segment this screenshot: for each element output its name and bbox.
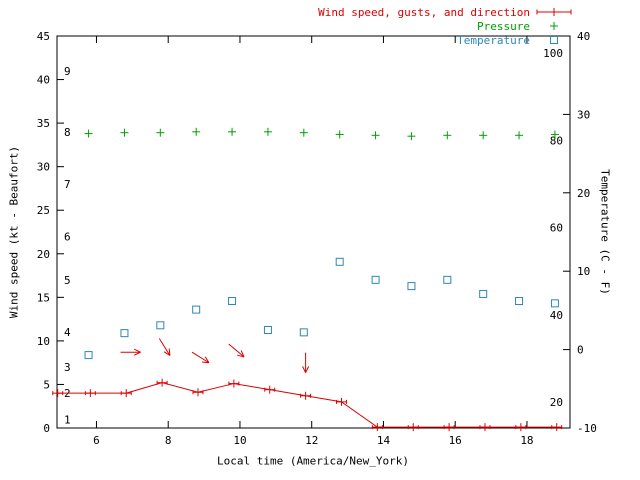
svg-text:6: 6 [64,230,71,243]
legend-item-temperature: Temperature [0,33,572,47]
pressure-plus-sample-icon [550,22,558,30]
legend-item-wind: Wind speed, gusts, and direction [0,5,572,19]
legend-item-pressure: Pressure [0,19,572,33]
legend-label-pressure: Pressure [477,19,530,33]
svg-text:8: 8 [165,434,172,447]
svg-text:25: 25 [37,204,50,217]
legend: Wind speed, gusts, and direction Pressur… [0,5,572,47]
wind-errorbar-sample-icon [536,8,572,16]
svg-text:8: 8 [64,126,71,139]
svg-text:5: 5 [43,378,50,391]
svg-text:20: 20 [577,187,590,200]
svg-text:7: 7 [64,178,71,191]
svg-text:0: 0 [43,422,50,435]
svg-text:100: 100 [543,47,563,60]
svg-text:40: 40 [37,74,50,87]
svg-text:0: 0 [577,344,584,357]
svg-text:4: 4 [64,326,71,339]
svg-text:30: 30 [37,161,50,174]
svg-text:15: 15 [37,291,50,304]
svg-text:1: 1 [64,413,71,426]
legend-label-wind: Wind speed, gusts, and direction [318,5,530,19]
svg-text:35: 35 [37,117,50,130]
svg-text:10: 10 [233,434,246,447]
svg-text:5: 5 [64,274,71,287]
svg-text:6: 6 [93,434,100,447]
svg-text:9: 9 [64,65,71,78]
svg-text:3: 3 [64,361,71,374]
svg-text:60: 60 [550,221,563,234]
svg-text:40: 40 [550,309,563,322]
svg-text:10: 10 [37,335,50,348]
svg-text:80: 80 [550,134,563,147]
svg-text:14: 14 [377,434,391,447]
svg-text:16: 16 [449,434,462,447]
left-axis-label: Wind speed (kt - Beaufort) [7,145,21,319]
svg-text:20: 20 [550,396,563,409]
svg-text:10: 10 [577,265,590,278]
right-axis-label: Temperature (C - F) [598,169,612,295]
svg-text:18: 18 [520,434,533,447]
svg-text:30: 30 [577,108,590,121]
svg-text:40: 40 [577,30,590,43]
svg-text:-10: -10 [577,422,597,435]
legend-label-temperature: Temperature [457,33,530,47]
svg-text:12: 12 [305,434,318,447]
svg-text:20: 20 [37,248,50,261]
temperature-square-sample-icon [550,36,558,44]
x-axis-label: Local time (America/New_York) [216,454,410,468]
svg-text:45: 45 [37,30,50,43]
